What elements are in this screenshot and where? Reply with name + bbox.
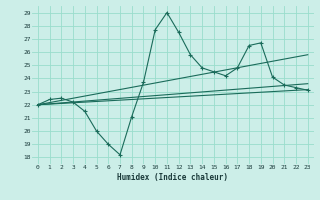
X-axis label: Humidex (Indice chaleur): Humidex (Indice chaleur) <box>117 173 228 182</box>
